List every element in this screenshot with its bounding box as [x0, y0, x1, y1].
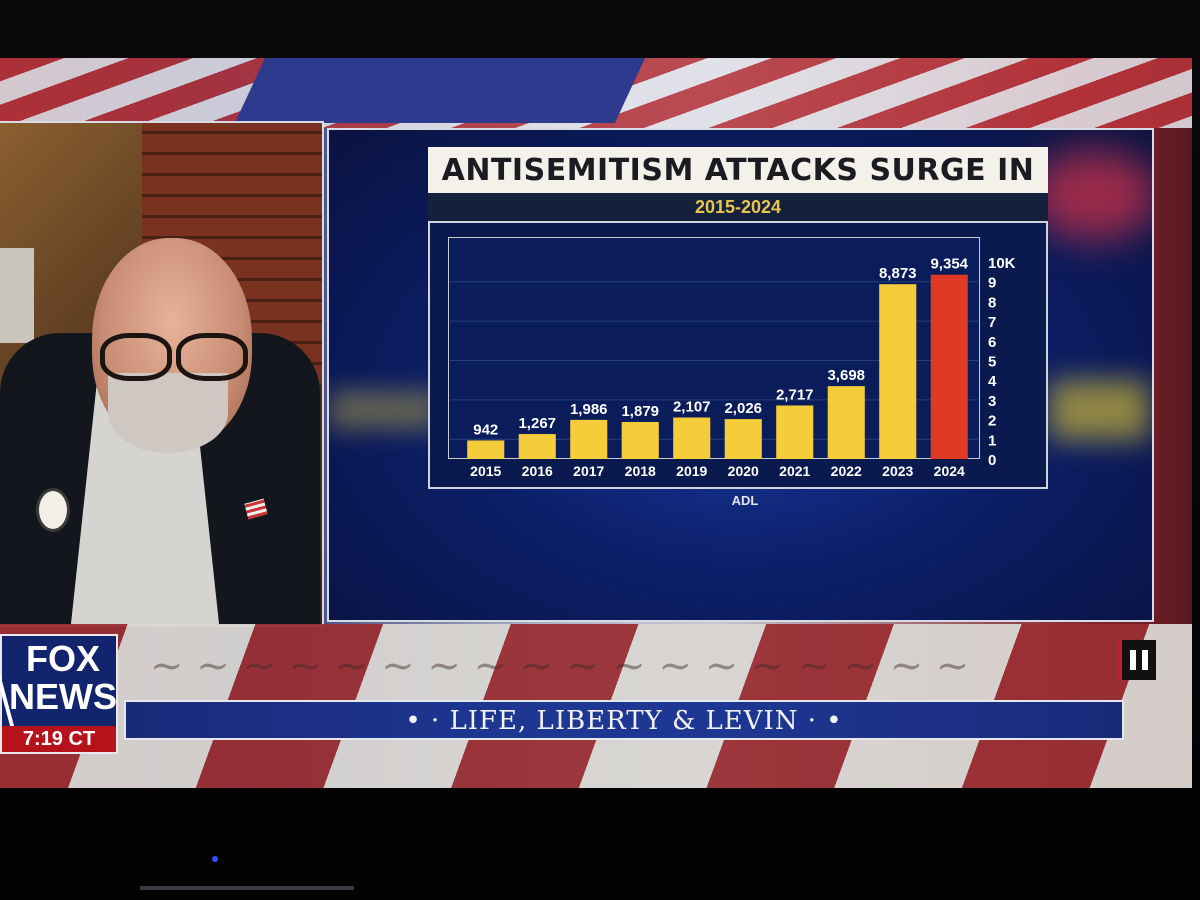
wall-portrait: [0, 248, 34, 343]
data-label: 942: [473, 421, 498, 438]
data-label: 2,107: [673, 398, 711, 415]
bar: [518, 434, 556, 459]
bar: [621, 421, 659, 459]
x-tick-label: 2022: [831, 463, 862, 479]
data-label: 2,717: [776, 386, 814, 403]
y-tick-label: 7: [988, 314, 996, 331]
x-tick-label: 2023: [882, 463, 913, 479]
background-blur: [329, 390, 439, 430]
data-label: 2,026: [724, 400, 762, 417]
x-tick-label: 2020: [728, 463, 759, 479]
y-tick-label: 4: [988, 373, 997, 390]
bar: [930, 274, 968, 459]
bar: [776, 405, 814, 459]
x-tick-label: 2016: [522, 463, 553, 479]
bar: [570, 419, 608, 459]
y-tick-label: 6: [988, 334, 996, 351]
x-tick-label: 2017: [573, 463, 604, 479]
background-blur: [1049, 380, 1149, 440]
fox-news-logo: FOX NEWS 7:19 CT: [0, 634, 118, 754]
x-tick-label: 2015: [470, 463, 501, 479]
x-tick-label: 2024: [934, 463, 965, 479]
data-label: 9,354: [930, 256, 968, 273]
y-tick-label: 2: [988, 413, 996, 430]
background-blur: [1029, 150, 1152, 240]
bar: [673, 417, 711, 459]
pause-icon[interactable]: [1118, 640, 1156, 680]
data-label: 1,267: [518, 415, 556, 432]
chart-title: ANTISEMITISM ATTACKS SURGE IN U.S.: [428, 147, 1048, 236]
y-tick-label: 0: [988, 452, 996, 469]
y-tick-label: 5: [988, 354, 996, 371]
bar: [467, 440, 505, 459]
bar: [827, 386, 865, 459]
glasses-icon: [100, 333, 250, 381]
data-label: 1,879: [621, 403, 659, 420]
bar: [879, 284, 917, 459]
y-tick-label: 1: [988, 432, 996, 449]
host-beard: [108, 373, 228, 453]
y-tick-label: 10K: [988, 255, 1016, 272]
lapel-pin-icon: [36, 488, 70, 532]
source-label: ADL: [731, 493, 759, 508]
logo-line-news: NEWS: [9, 676, 117, 717]
time-badge: 7:19 CT: [2, 726, 116, 752]
chart-subtitle: 2015-2024: [428, 193, 1048, 221]
data-label: 1,986: [570, 401, 608, 418]
data-label: 8,873: [879, 265, 917, 282]
x-tick-label: 2019: [676, 463, 707, 479]
show-title-bar: • · LIFE, LIBERTY & LEVIN · •: [124, 700, 1124, 740]
bar: [724, 419, 762, 459]
x-tick-label: 2021: [779, 463, 810, 479]
power-led-icon: [212, 856, 218, 862]
tv-stand: [140, 886, 354, 890]
logo-line-fox: FOX: [25, 638, 100, 679]
data-label: 3,698: [827, 367, 865, 384]
show-title-suffix: · •: [807, 706, 843, 736]
y-tick-label: 3: [988, 393, 996, 410]
show-title-prefix: • ·: [405, 706, 441, 736]
y-tick-label: 8: [988, 294, 996, 311]
y-tick-label: 9: [988, 275, 996, 292]
x-tick-label: 2018: [625, 463, 656, 479]
parchment-script-decoration: ~ ~ ~ ~ ~ ~ ~ ~ ~ ~ ~ ~ ~ ~ ~ ~ ~ ~: [150, 643, 970, 689]
show-title: • · LIFE, LIBERTY & LEVIN · •: [126, 702, 1122, 740]
host-video-panel: [0, 121, 324, 627]
show-title-text: LIFE, LIBERTY & LEVIN: [449, 706, 799, 736]
